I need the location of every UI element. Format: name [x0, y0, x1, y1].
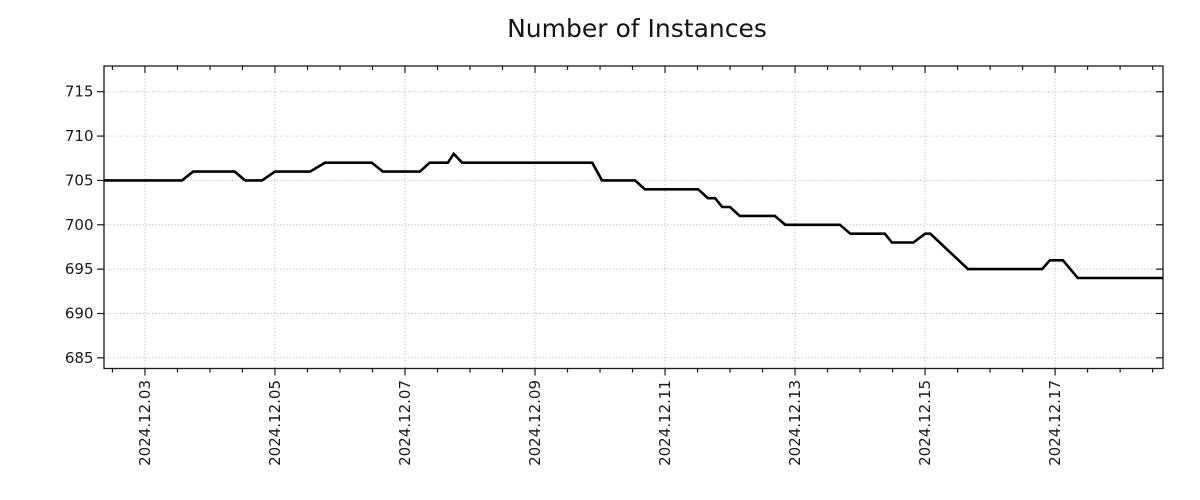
y-tick-label: 700: [65, 216, 94, 234]
x-tick-label: 2024.12.05: [266, 380, 284, 466]
y-tick-label: 690: [65, 305, 94, 323]
chart-title: Number of Instances: [507, 14, 767, 43]
plot-frame: [103, 65, 1164, 370]
series-layer: [104, 151, 1163, 280]
x-tick-label: 2024.12.03: [136, 380, 154, 466]
y-tick-label: 715: [65, 83, 94, 101]
y-tick-label: 685: [65, 349, 94, 367]
tick-label-layer: 685 690 695 700 705 710 715 2024.12.03 2024.12.0…: [65, 83, 1064, 466]
y-tick-label: 695: [65, 260, 94, 278]
x-tick-label: 2024.12.15: [916, 380, 934, 466]
x-tick-label: 2024.12.11: [656, 380, 674, 466]
y-tick-label: 705: [65, 171, 94, 189]
x-tick-label: 2024.12.09: [526, 380, 544, 466]
series-line: [104, 151, 1163, 280]
x-tick-label: 2024.12.17: [1046, 380, 1064, 466]
grid-layer: [104, 66, 1163, 369]
axes-layer: [97, 65, 1164, 376]
x-tick-label: 2024.12.13: [786, 380, 804, 466]
y-tick-label: 710: [65, 127, 94, 145]
x-tick-label: 2024.12.07: [396, 380, 414, 466]
